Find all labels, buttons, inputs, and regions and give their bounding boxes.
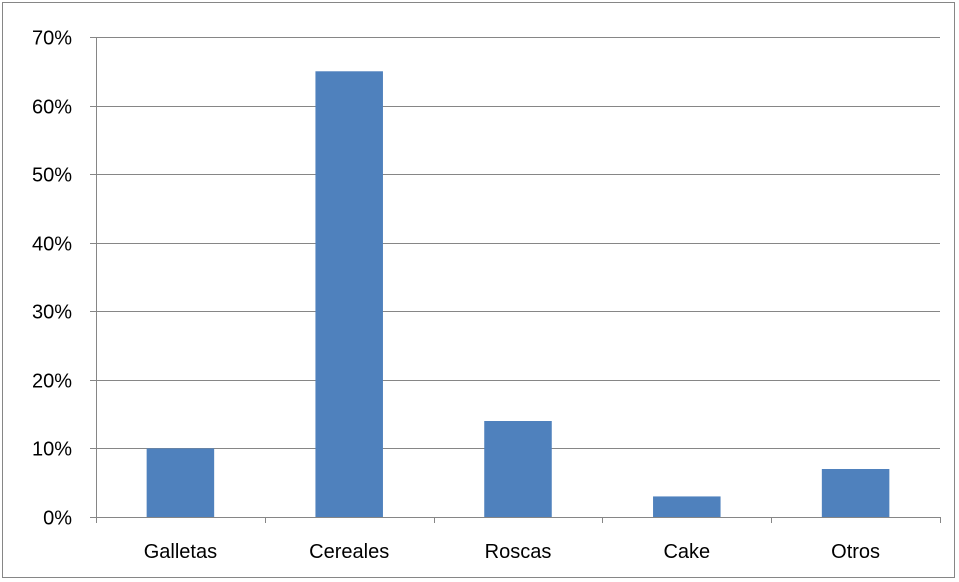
- bar-otros: [821, 469, 890, 517]
- y-tick-label: 70%: [32, 28, 72, 50]
- gridlines: [96, 37, 940, 449]
- x-tick-label: Roscas: [485, 541, 552, 563]
- bar-roscas: [484, 421, 552, 517]
- x-tick-label: Cereales: [309, 541, 389, 563]
- y-axis: [90, 37, 97, 518]
- bar-galletas: [146, 448, 215, 517]
- y-tick-labels: 0% 10% 20% 30% 40% 50% 60% 70%: [32, 28, 72, 530]
- y-tick-label: 60%: [32, 97, 72, 119]
- y-tick-label: 30%: [32, 302, 72, 324]
- y-tick-label: 10%: [32, 439, 72, 461]
- bars: [146, 71, 890, 518]
- x-tick-label: Cake: [663, 541, 710, 563]
- x-tick-label: Otros: [831, 541, 880, 563]
- bar-cake: [653, 496, 721, 517]
- y-tick-label: 20%: [32, 371, 72, 393]
- x-axis: [96, 517, 941, 523]
- y-tick-label: 50%: [32, 165, 72, 187]
- x-tick-labels: Galletas Cereales Roscas Cake Otros: [144, 541, 880, 563]
- bar-cereales: [315, 71, 383, 518]
- x-tick-label: Galletas: [144, 541, 217, 563]
- y-tick-label: 40%: [32, 234, 72, 256]
- y-tick-label: 0%: [43, 508, 72, 530]
